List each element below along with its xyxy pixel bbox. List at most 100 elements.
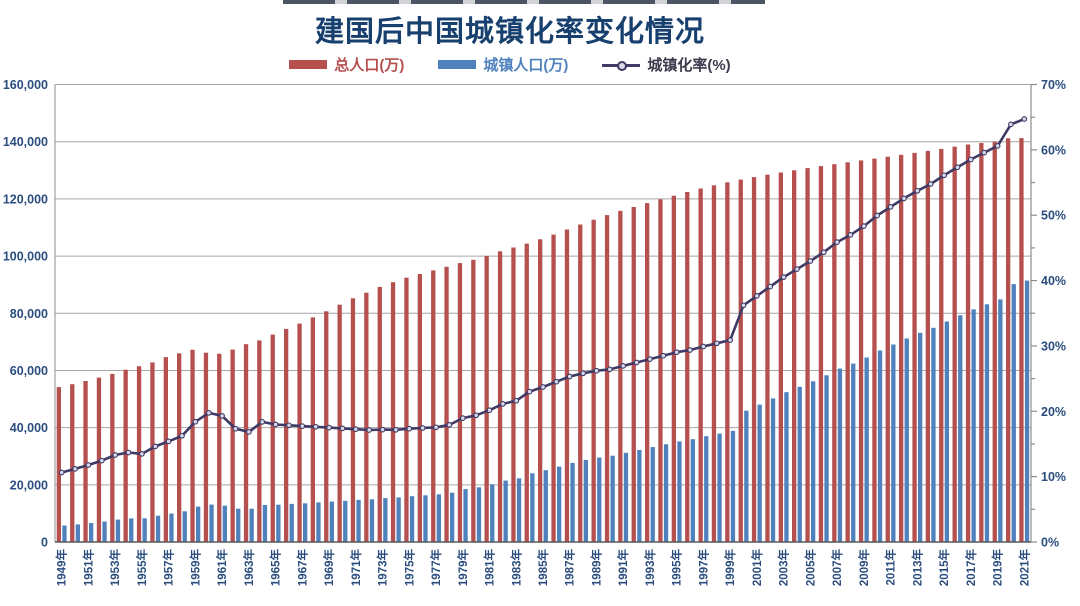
- bar-urban: [155, 515, 161, 542]
- rate-marker: [473, 412, 480, 419]
- x-axis-tick-label: 1957年: [162, 549, 176, 587]
- x-axis-tick-label: 1983年: [509, 549, 523, 587]
- urban-population-swatch-icon: [438, 60, 477, 69]
- rate-marker: [927, 181, 934, 187]
- bar-urban: [1011, 284, 1016, 542]
- bar-urban: [958, 315, 963, 542]
- x-axis-tick-label: 1979年: [456, 549, 470, 587]
- bar-urban: [851, 363, 856, 542]
- rate-marker: [219, 413, 225, 419]
- rate-marker: [326, 424, 332, 431]
- x-axis-tick-label: 1993年: [643, 549, 657, 587]
- x-axis-tick-label: 1969年: [322, 549, 336, 587]
- rate-marker: [700, 343, 707, 350]
- bar-urban: [918, 332, 923, 542]
- bar-total: [270, 334, 275, 542]
- bar-urban: [824, 375, 829, 542]
- bar-total: [417, 274, 422, 542]
- bar-total: [163, 357, 168, 542]
- bar-total: [792, 170, 797, 543]
- rate-marker: [406, 425, 413, 432]
- right-axis-tick-label: 10%: [1041, 470, 1066, 484]
- x-axis-tick-label: 1955年: [135, 549, 149, 587]
- x-axis-tick-label: 1991年: [616, 549, 630, 587]
- bar-urban: [102, 521, 107, 542]
- bar-urban: [837, 368, 843, 542]
- bar-urban: [343, 500, 348, 542]
- bar-urban: [1024, 280, 1030, 542]
- rate-marker: [754, 293, 760, 299]
- bar-urban: [89, 523, 94, 542]
- bar-urban: [503, 480, 508, 542]
- bar-urban: [222, 505, 227, 542]
- rate-marker: [713, 340, 720, 347]
- rate-marker: [981, 149, 988, 156]
- x-axis-tick-label: 1981年: [483, 549, 497, 587]
- bar-urban: [717, 433, 722, 542]
- rate-marker: [446, 422, 453, 428]
- rate-marker: [740, 302, 747, 309]
- rate-marker: [994, 143, 1001, 149]
- bar-urban: [196, 506, 201, 542]
- rate-marker: [687, 347, 693, 353]
- bar-urban: [329, 501, 334, 542]
- rate-marker: [312, 423, 319, 430]
- legend-item-total-population: 总人口(万): [289, 54, 404, 75]
- right-axis-tick-label: 50%: [1041, 209, 1066, 223]
- rate-marker: [673, 349, 680, 356]
- bar-total: [471, 259, 476, 542]
- bar-total: [257, 340, 262, 542]
- rate-marker: [486, 407, 493, 414]
- bar-total: [364, 292, 369, 542]
- bar-urban: [289, 503, 294, 542]
- rate-marker: [366, 427, 373, 433]
- bar-total: [965, 144, 971, 542]
- bar-total: [431, 270, 436, 542]
- rate-marker: [941, 172, 947, 179]
- x-axis-labels: 1949年 1951年 1953年 1955年 1957年 1959年 1961年 1963年…: [55, 549, 1032, 587]
- bar-total: [645, 203, 650, 542]
- rate-marker: [85, 462, 92, 468]
- rate-marker: [112, 452, 119, 458]
- bar-urban: [423, 495, 428, 542]
- bar-urban: [476, 487, 482, 542]
- x-axis-tick-label: 2005年: [803, 549, 817, 587]
- rate-marker: [861, 223, 867, 229]
- legend-label-total-population: 总人口(万): [334, 57, 405, 74]
- rate-marker: [807, 258, 814, 264]
- left-axis-tick-label: 40,000: [10, 421, 48, 435]
- bar-urban: [316, 502, 321, 542]
- bar-total: [658, 199, 663, 543]
- bar-total: [578, 224, 583, 542]
- bar-total: [404, 277, 409, 542]
- left-axis-tick-label: 60,000: [10, 364, 48, 378]
- bar-urban: [383, 498, 388, 542]
- bar-total: [872, 158, 877, 542]
- bar-total: [350, 298, 356, 542]
- rate-line-marker-icon: [602, 60, 641, 71]
- left-axis-tick-label: 100,000: [3, 250, 48, 264]
- bar-total: [912, 152, 917, 542]
- rate-marker: [379, 426, 386, 433]
- bar-total: [885, 156, 890, 542]
- right-axis-tick-label: 30%: [1041, 339, 1066, 353]
- x-axis-tick-label: 1975年: [402, 549, 416, 587]
- bar-urban: [236, 508, 241, 542]
- bar-urban: [450, 492, 455, 542]
- right-axis-tick-label: 40%: [1041, 274, 1066, 288]
- bar-total: [604, 215, 610, 542]
- bar-urban: [811, 381, 816, 542]
- legend-label-urban-population: 城镇人口(万): [483, 57, 569, 74]
- bar-urban: [543, 470, 548, 542]
- rate-marker: [205, 410, 212, 416]
- bar-total: [845, 162, 850, 543]
- bar-urban: [409, 496, 415, 542]
- rate-marker: [1021, 116, 1028, 122]
- bar-urban: [249, 508, 254, 542]
- rate-marker: [660, 352, 667, 359]
- right-axis-tick-label: 0%: [1041, 536, 1059, 550]
- x-axis-tick-label: 1961年: [215, 549, 229, 587]
- x-axis-tick-label: 1999年: [723, 549, 737, 587]
- rate-marker: [419, 425, 426, 431]
